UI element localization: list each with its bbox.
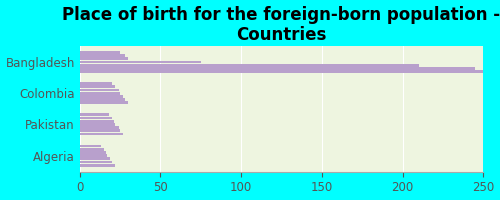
Bar xyxy=(80,145,101,147)
Bar xyxy=(80,120,114,123)
Bar xyxy=(80,64,419,67)
Bar xyxy=(80,82,112,85)
Bar xyxy=(80,151,106,154)
Bar xyxy=(80,92,120,95)
Bar xyxy=(80,98,125,101)
Bar xyxy=(80,89,118,91)
Bar xyxy=(80,154,107,157)
Bar xyxy=(80,157,110,160)
Bar xyxy=(80,70,483,73)
Bar xyxy=(80,117,112,119)
Bar xyxy=(80,95,124,98)
Bar xyxy=(80,54,125,57)
Bar xyxy=(80,164,116,167)
Bar xyxy=(80,51,120,54)
Bar xyxy=(80,67,475,70)
Bar xyxy=(80,113,109,116)
Bar xyxy=(80,161,112,163)
Title: Place of birth for the foreign-born population -
Countries: Place of birth for the foreign-born popu… xyxy=(62,6,500,44)
Bar xyxy=(80,148,104,151)
Bar xyxy=(80,61,201,63)
Bar xyxy=(80,133,124,135)
Bar xyxy=(80,126,118,129)
Bar xyxy=(80,57,128,60)
Bar xyxy=(80,85,116,88)
Bar xyxy=(80,101,128,104)
Bar xyxy=(80,123,116,126)
Bar xyxy=(80,129,120,132)
